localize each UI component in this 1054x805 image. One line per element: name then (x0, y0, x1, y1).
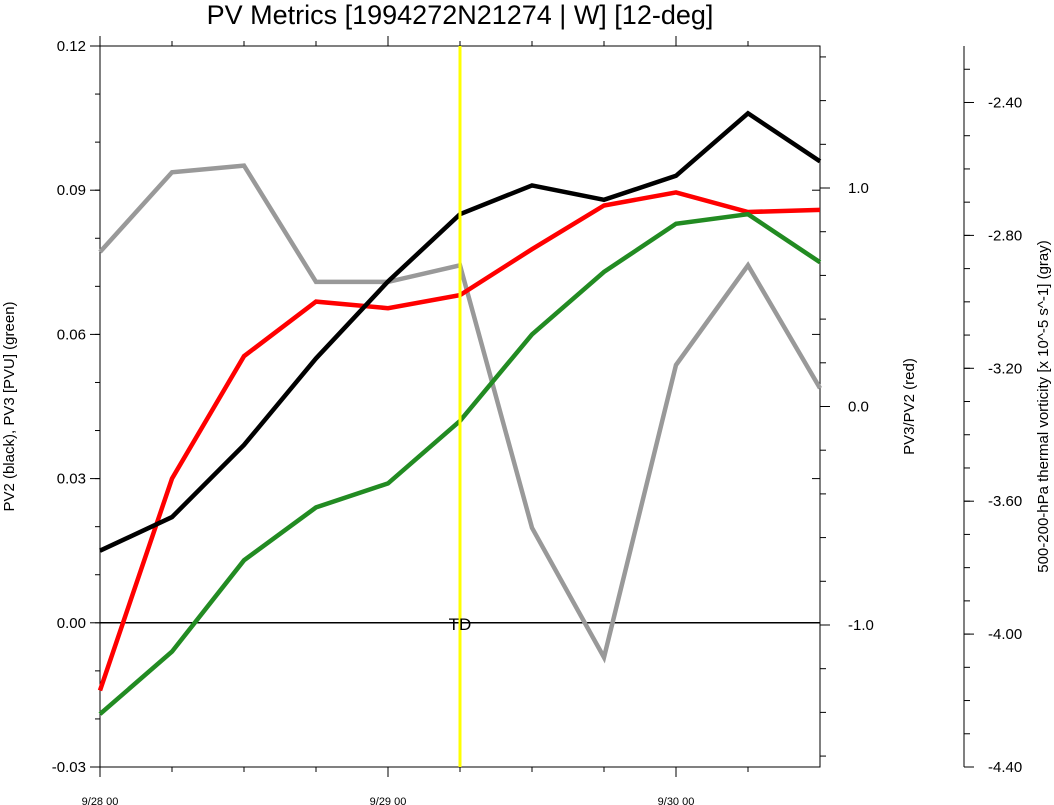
far-right-tick-label: -3.60 (988, 493, 1022, 510)
right-axis-label: PV3/PV2 (red) (901, 358, 918, 455)
far-right-tick-label: -2.40 (988, 94, 1022, 111)
right-tick-label: 0.0 (848, 399, 869, 416)
chart-title: PV Metrics [1994272N21274 | W] [12-deg] (207, 0, 714, 30)
x-tick-label: 9/29 00 (370, 796, 407, 805)
axis-labels: PV2 (black), PV3 [PVU] (green) PV3/PV2 (r… (1, 240, 1052, 573)
far-right-axis-label: 500-200-hPa thermal vorticity [x 10^-5 s… (1035, 240, 1052, 573)
far-right-tick-label: -4.40 (988, 759, 1022, 776)
left-tick-label: 0.09 (57, 182, 86, 199)
left-axis-label: PV2 (black), PV3 [PVU] (green) (1, 301, 18, 511)
left-tick-label: 0.03 (57, 471, 86, 488)
x-tick-label: 9/28 00 (82, 796, 119, 805)
axes-frame (99, 45, 965, 768)
td-annotation: TD (449, 615, 472, 634)
x-tick-label: 9/30 00 (658, 796, 695, 805)
right-tick-label: 1.0 (848, 180, 869, 197)
far-right-tick-label: -3.20 (988, 360, 1022, 377)
left-tick-label: 0.00 (57, 615, 86, 632)
left-tick-label: -0.03 (52, 759, 86, 776)
left-tick-label: 0.12 (57, 38, 86, 55)
right-tick-label: -1.0 (848, 617, 874, 634)
left-tick-label: 0.06 (57, 326, 86, 343)
axis-ticks: -0.03 0.00 0.03 0.06 0.09 0.12 -1.0 0.0 1.0 -4.40… (52, 36, 1022, 805)
far-right-tick-label: -4.00 (988, 626, 1022, 643)
far-right-tick-label: -2.80 (988, 227, 1022, 244)
data-series: TD (97, 46, 822, 767)
